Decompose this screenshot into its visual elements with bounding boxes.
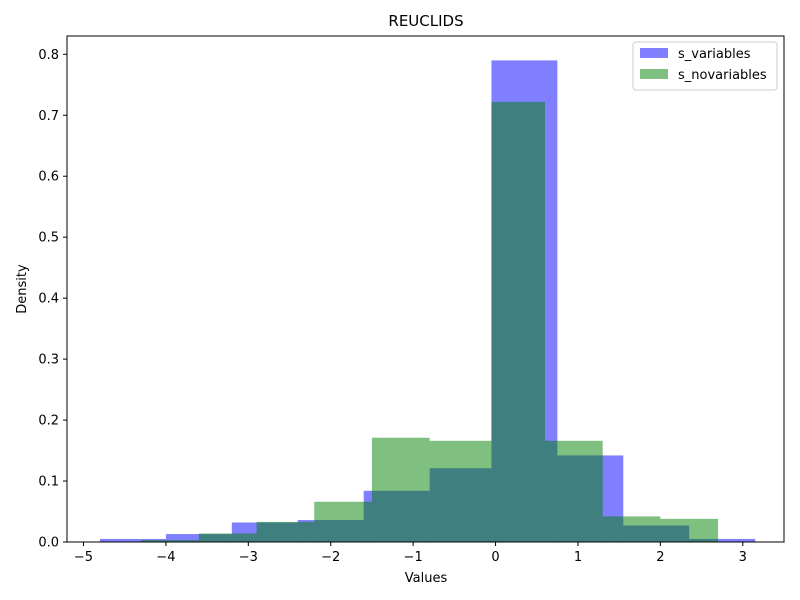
bar-s-novariables-5 xyxy=(429,440,492,542)
y-tick-label: 0.8 xyxy=(38,48,59,63)
bar-s-variables-9 xyxy=(689,538,756,542)
x-tick-label: 1 xyxy=(574,550,582,565)
bar-s-novariables-8 xyxy=(602,516,661,542)
y-axis: 0.0 0.1 0.2 0.3 0.4 0.5 0.6 0.7 0.8 xyxy=(38,48,67,551)
x-tick-label: 2 xyxy=(656,550,664,565)
bar-s-novariables-3 xyxy=(314,501,372,542)
legend: s_variables s_novariables xyxy=(632,41,778,91)
y-tick-label: 0.3 xyxy=(38,353,59,368)
y-tick-label: 0.4 xyxy=(38,292,59,307)
bar-s-novariables-4 xyxy=(371,437,430,542)
x-tick-label: −3 xyxy=(239,550,258,565)
x-tick-label: −5 xyxy=(74,550,93,565)
chart-title: REUCLIDS xyxy=(388,12,463,30)
y-tick-label: 0.7 xyxy=(38,109,59,124)
x-tick-label: −4 xyxy=(156,550,175,565)
y-tick-label: 0.0 xyxy=(38,536,59,551)
plot-frame xyxy=(66,35,785,543)
bar-s-novariables-6 xyxy=(491,101,545,542)
legend-swatch-s-novariables xyxy=(640,69,668,79)
bar-s-novariables-9 xyxy=(660,518,719,542)
bar-s-novariables-0 xyxy=(141,540,199,542)
x-tick-label: −1 xyxy=(404,550,423,565)
bar-s-novariables-7 xyxy=(545,440,603,542)
y-tick-label: 0.5 xyxy=(38,231,59,246)
legend-label-s-novariables: s_novariables xyxy=(678,68,767,83)
y-tick-label: 0.1 xyxy=(38,475,59,490)
x-tick-label: 0 xyxy=(491,550,499,565)
x-tick-label: −2 xyxy=(321,550,340,565)
x-axis-label: Values xyxy=(405,571,448,586)
legend-box xyxy=(632,41,778,91)
y-tick-label: 0.2 xyxy=(38,414,59,429)
x-tick-label: 3 xyxy=(739,550,747,565)
bar-s-novariables-1 xyxy=(198,533,257,542)
bar-s-novariables-2 xyxy=(256,521,315,542)
bars-group xyxy=(99,60,756,542)
legend-label-s-variables: s_variables xyxy=(678,47,751,62)
bar-s-variables-0 xyxy=(99,538,166,542)
x-axis: −5 −4 −3 −2 −1 0 1 2 3 xyxy=(74,542,747,565)
legend-swatch-s-variables xyxy=(640,48,668,58)
y-tick-label: 0.6 xyxy=(38,170,59,185)
y-axis-label: Density xyxy=(15,264,30,314)
